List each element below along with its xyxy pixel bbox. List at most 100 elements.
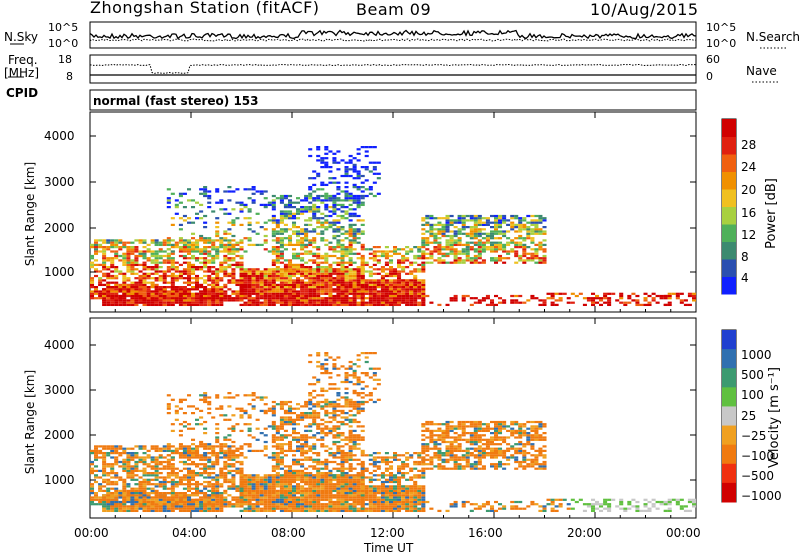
power-cell bbox=[316, 208, 320, 210]
velocity-cell bbox=[94, 454, 98, 456]
velocity-cell bbox=[122, 481, 126, 483]
power-cell bbox=[268, 279, 272, 281]
power-cell bbox=[454, 257, 458, 259]
velocity-cell bbox=[187, 508, 191, 510]
velocity-cell bbox=[268, 496, 272, 498]
power-cell bbox=[534, 250, 538, 252]
velocity-cell bbox=[130, 490, 134, 492]
velocity-cell bbox=[114, 456, 118, 458]
power-cell bbox=[332, 288, 336, 290]
velocity-cell bbox=[195, 472, 199, 474]
velocity-cell bbox=[98, 483, 102, 485]
velocity-cell bbox=[353, 476, 357, 478]
velocity-cell bbox=[280, 403, 284, 405]
velocity-cell bbox=[163, 503, 167, 505]
velocity-cell bbox=[240, 470, 244, 472]
power-cell bbox=[284, 266, 288, 268]
power-cell bbox=[341, 244, 345, 246]
power-cell bbox=[126, 277, 130, 279]
power-cell bbox=[357, 177, 361, 179]
power-cell bbox=[478, 253, 482, 255]
power-cell bbox=[478, 242, 482, 244]
velocity-cell bbox=[171, 472, 175, 474]
power-cell bbox=[195, 284, 199, 286]
power-cell bbox=[264, 273, 268, 275]
power-cell bbox=[175, 277, 179, 279]
power-cell bbox=[122, 286, 126, 288]
power-cell bbox=[433, 248, 437, 250]
power-cell bbox=[102, 268, 106, 270]
velocity-cell bbox=[203, 468, 207, 470]
power-cell bbox=[292, 270, 296, 272]
velocity-cell bbox=[264, 505, 268, 507]
power-cell bbox=[94, 293, 98, 295]
power-cell bbox=[336, 268, 340, 270]
velocity-cell bbox=[248, 423, 252, 425]
power-cell bbox=[486, 304, 490, 306]
power-cell bbox=[369, 297, 373, 299]
velocity-cell bbox=[280, 481, 284, 483]
velocity-cell bbox=[90, 463, 94, 465]
power-cell bbox=[187, 288, 191, 290]
power-cell bbox=[256, 213, 260, 215]
power-cell bbox=[369, 257, 373, 259]
power-cell bbox=[272, 233, 276, 235]
power-cell bbox=[401, 262, 405, 264]
power-cell bbox=[276, 297, 280, 299]
velocity-cell bbox=[280, 508, 284, 510]
velocity-cell bbox=[195, 492, 199, 494]
power-cell bbox=[244, 204, 248, 206]
velocity-cell bbox=[106, 448, 110, 450]
velocity-cell bbox=[219, 505, 223, 507]
velocity-cell bbox=[183, 499, 187, 501]
power-cell bbox=[167, 255, 171, 257]
power-cell bbox=[102, 259, 106, 261]
velocity-cell bbox=[264, 488, 268, 490]
power-cell bbox=[110, 282, 114, 284]
power-cell bbox=[397, 286, 401, 288]
power-cell bbox=[385, 275, 389, 277]
power-cell bbox=[151, 268, 155, 270]
velocity-cell bbox=[336, 501, 340, 503]
power-cell bbox=[437, 242, 441, 244]
power-cell bbox=[385, 286, 389, 288]
power-cell bbox=[292, 233, 296, 235]
velocity-cell bbox=[199, 441, 203, 443]
power-cell bbox=[203, 222, 207, 224]
velocity-cell bbox=[276, 461, 280, 463]
power-cell bbox=[272, 282, 276, 284]
velocity-cell bbox=[199, 423, 203, 425]
velocity-cell bbox=[260, 490, 264, 492]
power-cell bbox=[199, 302, 203, 304]
power-cell bbox=[244, 290, 248, 292]
power-cell bbox=[591, 297, 595, 299]
power-cell bbox=[421, 255, 425, 257]
power-cell bbox=[203, 297, 207, 299]
velocity-cell bbox=[256, 474, 260, 476]
power-cell bbox=[353, 239, 357, 241]
power-cell bbox=[215, 290, 219, 292]
power-cell bbox=[365, 288, 369, 290]
velocity-cell bbox=[215, 441, 219, 443]
power-cell bbox=[175, 297, 179, 299]
power-cell bbox=[324, 286, 328, 288]
velocity-cell bbox=[167, 454, 171, 456]
power-cell bbox=[118, 286, 122, 288]
power-cell bbox=[559, 299, 563, 301]
power-cell bbox=[514, 230, 518, 232]
velocity-cell bbox=[94, 474, 98, 476]
power-cell bbox=[405, 250, 409, 252]
power-cell bbox=[183, 288, 187, 290]
power-cell bbox=[349, 233, 353, 235]
power-cell bbox=[462, 224, 466, 226]
velocity-cell bbox=[276, 445, 280, 447]
power-cell bbox=[308, 266, 312, 268]
power-cell bbox=[324, 222, 328, 224]
power-cell bbox=[316, 279, 320, 281]
velocity-cell bbox=[191, 439, 195, 441]
power-cell bbox=[466, 235, 470, 237]
power-cell bbox=[122, 242, 126, 244]
velocity-cell bbox=[272, 439, 276, 441]
velocity-cell bbox=[175, 494, 179, 496]
power-cell bbox=[389, 286, 393, 288]
